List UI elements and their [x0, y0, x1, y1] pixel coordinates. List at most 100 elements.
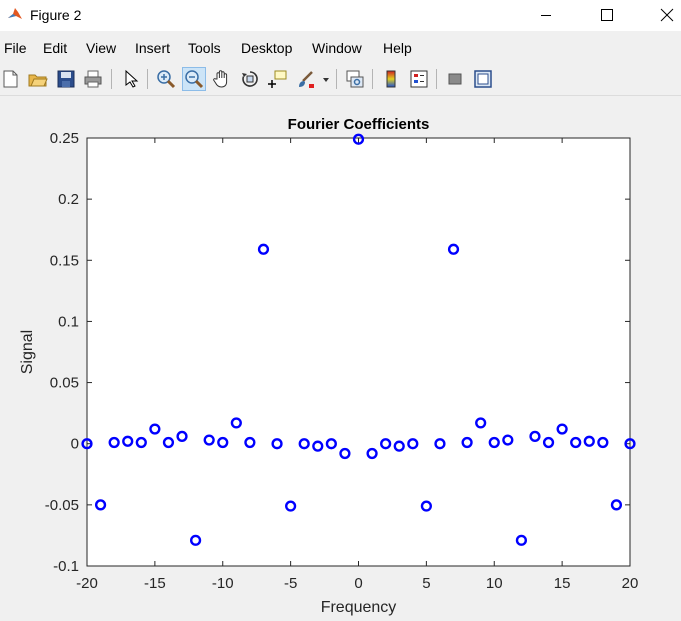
data-point — [380, 438, 392, 450]
data-point — [407, 438, 419, 450]
data-point — [94, 499, 107, 511]
data-point — [312, 440, 324, 452]
data-point — [434, 438, 446, 450]
data-point — [570, 436, 582, 449]
new-figure-icon[interactable] — [0, 68, 22, 90]
data-point — [393, 440, 405, 452]
figure-toolbar — [0, 63, 681, 96]
data-point — [502, 434, 514, 446]
zoom-out-icon[interactable] — [182, 67, 206, 91]
toolbar-separator — [336, 69, 337, 89]
data-point — [475, 417, 487, 429]
data-point — [203, 434, 215, 446]
close-icon — [660, 8, 674, 22]
toolbar-separator — [111, 69, 112, 89]
y-axis-label: Signal — [19, 330, 36, 374]
data-point — [325, 438, 337, 450]
data-point — [135, 436, 147, 449]
data-point — [542, 436, 555, 449]
x-tick-label: 10 — [486, 575, 503, 592]
insert-colorbar-icon[interactable] — [380, 68, 402, 90]
open-file-icon[interactable] — [27, 68, 49, 90]
menu-insert[interactable]: Insert — [135, 40, 171, 56]
menu-view[interactable]: View — [86, 40, 117, 56]
chart-title: Fourier Coefficients — [288, 116, 430, 133]
data-points — [81, 133, 636, 546]
data-point — [597, 436, 609, 449]
data-point — [122, 435, 134, 447]
data-point — [420, 500, 432, 512]
menu-help[interactable]: Help — [383, 40, 412, 56]
close-button[interactable] — [635, 0, 681, 31]
rotate-3d-icon[interactable] — [239, 68, 261, 90]
x-tick-label: -20 — [76, 575, 98, 592]
data-point — [352, 133, 365, 145]
x-tick-label: -5 — [284, 575, 297, 592]
data-point — [162, 436, 175, 449]
save-icon[interactable] — [55, 68, 77, 90]
figure-canvas: -20 -15 -10 -5 0 5 10 15 20 -0.1 -0.05 0 0.05 0.1 0.15… — [0, 96, 681, 621]
maximize-button[interactable] — [583, 0, 629, 31]
data-point — [81, 438, 93, 450]
y-tick-label: 0.2 — [58, 191, 79, 208]
data-point — [230, 417, 242, 429]
axis-tick-labels: -20 -15 -10 -5 0 5 10 15 20 -0.1 -0.05 0 0.05 0.1 0.15… — [45, 130, 639, 592]
data-point — [461, 436, 473, 449]
data-point — [108, 436, 120, 449]
data-point — [529, 430, 541, 442]
data-point — [149, 423, 161, 435]
axis-ticks — [86, 137, 631, 567]
pan-hand-icon[interactable] — [211, 68, 233, 90]
y-tick-label: 0.15 — [50, 252, 79, 269]
data-point — [366, 447, 378, 460]
menu-window[interactable]: Window — [312, 40, 362, 56]
print-icon[interactable] — [82, 68, 104, 90]
y-tick-label: 0.1 — [58, 313, 79, 330]
data-point — [285, 500, 297, 512]
brush-dropdown-icon[interactable] — [320, 68, 332, 90]
matlab-icon — [8, 8, 22, 19]
data-cursor-icon[interactable] — [267, 68, 289, 90]
x-tick-label: 5 — [422, 575, 430, 592]
y-tick-label: 0.25 — [50, 130, 79, 147]
y-tick-label: -0.05 — [45, 497, 79, 514]
data-point — [339, 447, 351, 460]
x-tick-label: 15 — [554, 575, 571, 592]
minimize-icon — [541, 15, 551, 16]
minimize-button[interactable] — [523, 0, 569, 31]
x-axis-label: Frequency — [321, 599, 397, 616]
menu-tools[interactable]: Tools — [188, 40, 221, 56]
data-point — [217, 436, 229, 449]
data-point — [176, 430, 188, 442]
hide-plot-tools-icon[interactable] — [444, 68, 466, 90]
y-tick-label: 0.05 — [50, 375, 79, 392]
data-point — [447, 243, 460, 255]
data-point — [624, 438, 636, 450]
x-tick-label: -10 — [212, 575, 234, 592]
menu-bar: File Edit View Insert Tools Desktop Wind… — [0, 37, 681, 59]
menu-edit[interactable]: Edit — [43, 40, 68, 56]
link-plot-icon[interactable] — [344, 68, 366, 90]
data-point — [244, 436, 256, 449]
brush-icon[interactable] — [295, 68, 317, 90]
insert-legend-icon[interactable] — [408, 68, 430, 90]
title-bar: Figure 2 — [0, 0, 681, 31]
chart: -20 -15 -10 -5 0 5 10 15 20 -0.1 -0.05 0 0.05 0.1 0.15… — [19, 116, 639, 616]
toolbar-separator — [147, 69, 148, 89]
x-tick-label: 20 — [622, 575, 639, 592]
edit-plot-arrow-icon[interactable] — [119, 68, 141, 90]
toolbar-separator — [372, 69, 373, 89]
maximize-icon — [601, 9, 613, 21]
data-point — [257, 243, 270, 255]
data-point — [271, 438, 283, 450]
zoom-in-icon[interactable] — [155, 68, 177, 90]
axes-background[interactable] — [86, 137, 631, 567]
menu-desktop[interactable]: Desktop — [241, 40, 293, 56]
show-plot-tools-icon[interactable] — [472, 68, 494, 90]
data-point — [298, 438, 310, 450]
data-point — [190, 534, 202, 546]
y-tick-label: -0.1 — [53, 558, 79, 575]
data-point — [583, 435, 595, 447]
data-point — [515, 534, 528, 546]
menu-file[interactable]: File — [4, 40, 27, 56]
